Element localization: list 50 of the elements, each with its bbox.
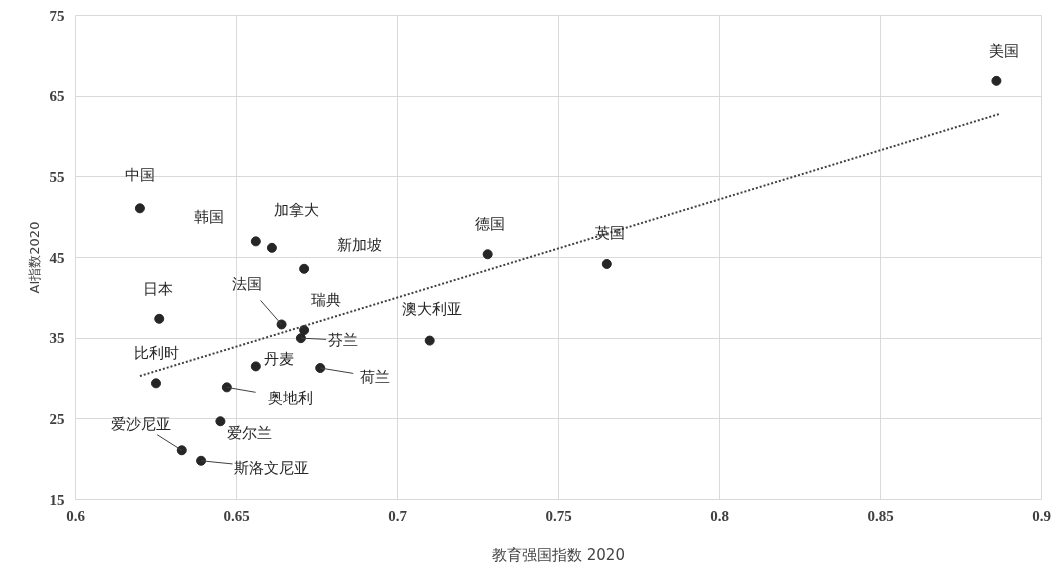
annotation: 德国 [474, 215, 505, 234]
point [151, 378, 161, 389]
annotation: 爱尔兰 [226, 424, 272, 443]
point [154, 313, 165, 324]
point [601, 258, 612, 269]
point [295, 333, 306, 344]
y-tick-label: 55 [49, 168, 65, 185]
y-tick-label: 25 [49, 410, 65, 427]
point [250, 361, 261, 372]
point [482, 249, 493, 260]
point [266, 242, 277, 253]
annotation: 韩国 [193, 208, 224, 227]
y-tick-label: 35 [49, 330, 65, 347]
x-tick-label: 0.65 [223, 507, 250, 524]
x-tick-label: 0.9 [1032, 507, 1051, 524]
annotation: 奥地利 [268, 389, 314, 408]
annotation: 爱沙尼亚 [110, 415, 171, 434]
annotation: 芬兰 [327, 331, 358, 350]
annotation: 瑞典 [311, 291, 342, 310]
annotation: 澳大利亚 [401, 299, 462, 318]
y-tick-label: 65 [49, 88, 65, 105]
point [991, 75, 1002, 86]
point [215, 416, 226, 427]
y-tick-label: 15 [49, 491, 65, 508]
y-tick-label: 75 [49, 7, 65, 24]
annotation: 法国 [231, 275, 262, 294]
point [250, 236, 261, 247]
point [134, 203, 145, 214]
x-axis-title: 教育强国指数 2020 [492, 545, 625, 564]
annotation: 中国 [124, 166, 155, 185]
x-tick-label: 0.7 [388, 507, 408, 524]
annotation: 比利时 [133, 344, 179, 363]
point [424, 335, 435, 346]
x-tick-label: 0.6 [66, 507, 86, 524]
annotation: 新加坡 [336, 235, 382, 254]
annotation: 丹麦 [263, 350, 294, 369]
y-axis-title: AI指数2020 [26, 221, 42, 294]
annotation: 英国 [594, 223, 625, 242]
x-tick-label: 0.85 [867, 507, 894, 524]
x-tick-label: 0.75 [545, 507, 572, 524]
annotation: 斯洛文尼亚 [233, 458, 309, 477]
annotation: 加拿大 [274, 200, 320, 219]
point [315, 363, 326, 373]
point [221, 382, 232, 393]
annotation: 美国 [989, 41, 1020, 60]
annotation: 荷兰 [360, 368, 391, 387]
y-tick-label: 45 [49, 249, 65, 266]
x-tick-label: 0.8 [710, 507, 729, 524]
annotation: 日本 [143, 279, 174, 298]
point [299, 263, 310, 274]
